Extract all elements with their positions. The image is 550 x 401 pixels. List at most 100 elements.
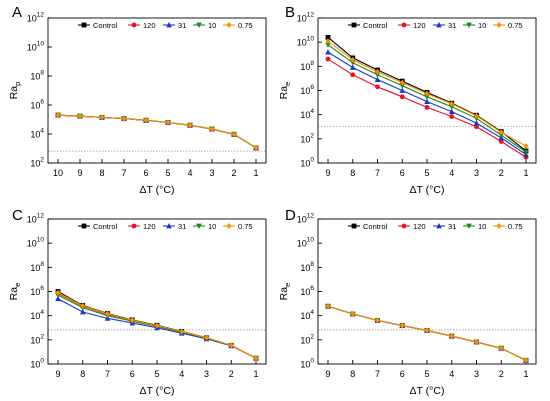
x-tick-label: 2: [499, 168, 504, 178]
series-line: [57, 114, 257, 149]
legend-marker: [166, 22, 172, 28]
x-tick-label: 2: [231, 168, 236, 178]
x-tick-label: 6: [400, 369, 405, 379]
data-point: [448, 108, 455, 114]
panel-c: C 100 102 104 106 108 1010 1012 9 8 7 6 5 4 3 2 1 ΔT (°C)…: [8, 207, 267, 397]
x-tick-label: 4: [449, 369, 454, 379]
x-tick-label: 7: [105, 369, 110, 379]
legend-marker: [466, 223, 472, 229]
y-tick-label: 108: [30, 70, 44, 82]
y-tick-label: 1010: [27, 237, 45, 249]
data-point: [523, 143, 529, 150]
y-tick-label: 1010: [297, 36, 315, 48]
legend-item: 10: [193, 222, 216, 231]
y-tick-label: 106: [30, 285, 44, 297]
data-point: [79, 309, 86, 315]
legend-item: 31: [433, 21, 456, 30]
y-tick-label: 102: [30, 157, 44, 169]
legend-marker: [226, 223, 232, 229]
data-point: [129, 317, 135, 324]
panel-label-a: A: [12, 4, 22, 21]
data-point: [399, 83, 406, 89]
y-tick-label: 1012: [27, 12, 45, 24]
data-point: [448, 104, 455, 110]
legend: Control 120 31 10 0.75: [348, 222, 523, 231]
legend-item: 10: [463, 21, 486, 30]
legend-item: Control: [348, 222, 388, 231]
y-axis-label: Rap: [8, 82, 22, 100]
series-line: [57, 114, 257, 149]
legend-item: 0.75: [493, 21, 523, 30]
data-point: [523, 357, 529, 364]
y-tick-label: 108: [300, 261, 314, 273]
data-point: [187, 122, 193, 129]
x-tick-label: 2: [229, 369, 234, 379]
plot-frame: [47, 17, 267, 164]
data-point: [325, 42, 331, 48]
x-tick-label: 1: [523, 369, 528, 379]
legend-item: Control: [78, 222, 118, 231]
legend-marker: [131, 223, 137, 229]
data-point: [449, 333, 455, 340]
x-tick-label: 1: [523, 168, 528, 178]
legend-item: 0.75: [223, 21, 253, 30]
y-tick-label: 1012: [27, 213, 45, 225]
legend-marker: [81, 223, 87, 229]
legend-item: 120: [128, 222, 156, 231]
x-tick-label: 3: [474, 168, 479, 178]
legend-marker: [401, 22, 407, 28]
data-point: [424, 327, 430, 334]
legend-label: 10: [478, 21, 486, 30]
legend-label: 120: [413, 21, 426, 30]
legend-label: 10: [208, 21, 216, 30]
data-point: [449, 100, 455, 107]
legend-marker: [226, 22, 232, 28]
legend-marker: [436, 223, 442, 229]
series-line: [57, 114, 257, 149]
legend-label: Control: [93, 222, 118, 231]
x-axis-label: ΔT (°C): [410, 184, 445, 196]
data-point: [424, 98, 430, 105]
x-tick-label: 5: [424, 369, 429, 379]
legend-label: 120: [143, 21, 156, 30]
legend-item: 31: [163, 21, 186, 30]
y-axis-label: Rae: [8, 283, 22, 301]
legend-marker: [131, 22, 137, 28]
data-point: [77, 113, 83, 120]
panel-label-d: D: [285, 207, 296, 224]
x-tick-label: 6: [143, 168, 148, 178]
data-point: [424, 104, 430, 110]
data-point: [325, 56, 331, 62]
x-tick-label: 9: [77, 168, 82, 178]
data-point: [55, 112, 61, 119]
series-line: [57, 114, 257, 149]
data-point: [204, 334, 209, 341]
data-point: [55, 295, 61, 302]
y-axis-label: Rae: [278, 82, 292, 100]
data-point: [498, 139, 504, 144]
legend-label: Control: [93, 21, 118, 30]
data-point: [165, 119, 171, 126]
legend-label: 10: [478, 222, 486, 231]
data-point: [179, 328, 185, 335]
y-tick-label: 1012: [297, 213, 315, 225]
legend-marker: [436, 22, 442, 28]
data-point: [399, 79, 405, 86]
x-tick-label: 6: [400, 168, 405, 178]
x-tick-label: 3: [204, 369, 209, 379]
legend-item: 0.75: [493, 222, 523, 231]
legend-marker: [196, 22, 202, 28]
legend-label: 31: [448, 21, 456, 30]
data-point: [209, 126, 215, 133]
legend-marker: [351, 22, 357, 28]
y-tick-label: 100: [300, 358, 314, 370]
data-point: [350, 72, 356, 78]
data-point: [350, 56, 356, 63]
legend-label: 0.75: [238, 222, 253, 231]
y-tick-label: 104: [30, 128, 44, 140]
plot-frame: [317, 218, 537, 365]
y-tick-label: 102: [300, 132, 314, 144]
y-tick-label: 108: [300, 60, 314, 72]
series-0-75: [325, 303, 529, 364]
